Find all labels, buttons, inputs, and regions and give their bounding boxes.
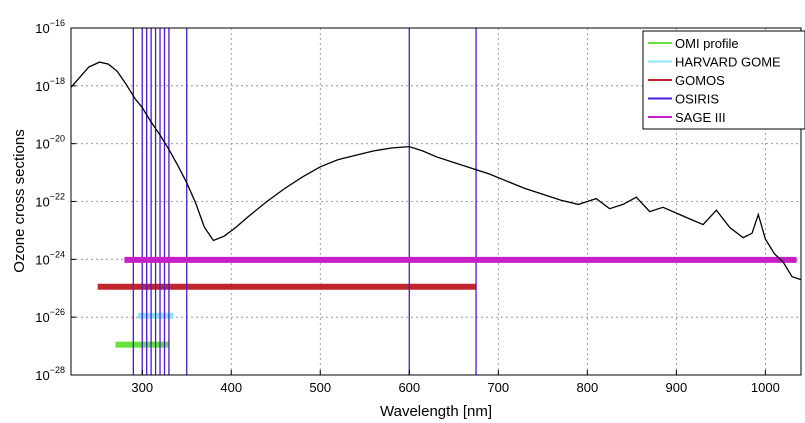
x-tick-label: 600 (398, 380, 420, 395)
legend-items: OMI profile HARVARD GOME GOMOS OSIRIS SAGE I… (648, 36, 781, 125)
series-layer (97, 28, 797, 375)
y-tick-label: 10−16 (35, 18, 65, 36)
x-axis-ticks: 300 400 500 600 700 800 900 1000 (131, 370, 780, 395)
x-tick-label: 400 (220, 380, 242, 395)
x-tick-label: 900 (666, 380, 688, 395)
legend-label: OSIRIS (675, 92, 719, 107)
legend-label: HARVARD GOME (675, 55, 781, 70)
ozone-cross-section-curve (70, 61, 802, 281)
y-tick-label: 10−18 (35, 76, 65, 94)
y-tick-label: 10−22 (35, 192, 65, 210)
legend-label: SAGE III (675, 110, 726, 125)
legend-label: GOMOS (675, 73, 725, 88)
y-tick-label: 10−24 (35, 249, 65, 267)
x-tick-label: 800 (576, 380, 598, 395)
y-tick-label: 10−28 (35, 365, 65, 383)
x-tick-label: 700 (487, 380, 509, 395)
x-tick-label: 300 (131, 380, 153, 395)
x-axis-title: Wavelength [nm] (380, 403, 492, 420)
y-tick-label: 10−20 (35, 134, 65, 152)
x-tick-label: 500 (309, 380, 331, 395)
x-tick-label: 1000 (751, 380, 780, 395)
y-axis-title: Ozone cross sections (11, 129, 28, 272)
y-tick-label: 10−26 (35, 307, 65, 325)
legend-label: OMI profile (675, 36, 739, 51)
curve-layer (70, 61, 802, 281)
y-axis-ticks: 10−16 10−18 10−20 10−22 10−24 10−26 10−28 (35, 18, 76, 383)
legend: OMI profile HARVARD GOME GOMOS OSIRIS SAGE I… (642, 30, 805, 130)
